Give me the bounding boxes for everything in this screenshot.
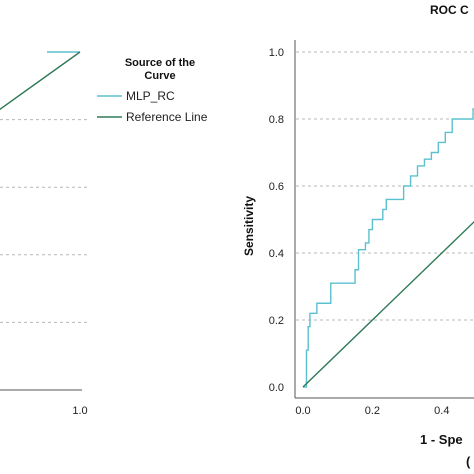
right-y-axis-label: Sensitivity (242, 196, 256, 256)
right-y-tick-label: 0.8 (269, 114, 284, 126)
legend-label-mlp-rc: MLP_RC (126, 89, 175, 103)
left-series-line-reference-line (0, 51, 81, 111)
right-chart-title: ROC C (430, 3, 469, 17)
right-y-ticks: 0.0 0.2 0.4 0.6 0.8 1.0 (269, 47, 284, 394)
right-y-tick-label: 0.6 (269, 181, 284, 193)
right-series (302, 108, 474, 388)
right-x-tick-label: 0.4 (434, 405, 449, 417)
right-x-axis-label-continuation: ( (466, 454, 471, 469)
right-x-axis-label: 1 - Spe (420, 432, 463, 447)
right-series-line-reference-line (302, 220, 474, 388)
right-gridlines (296, 51, 474, 321)
legend-title-line-1: Source of the (125, 57, 195, 69)
right-y-tick-label: 1.0 (269, 47, 284, 59)
right-x-tick-label: 0.0 (295, 405, 310, 417)
legend: Source of the Curve MLP_RC Reference Lin… (97, 57, 208, 124)
left-x-ticks: 0.81.0 (72, 405, 87, 417)
right-series-line-mlp-rc (303, 108, 474, 388)
legend-label-reference-line: Reference Line (126, 110, 208, 124)
right-y-tick-label: 0.0 (269, 382, 284, 394)
right-roc-chart: ROC C 0.0 0.2 0.4 0.6 0.8 1.0 0.0 0.2 0.4 Sensi… (242, 3, 474, 469)
right-x-ticks: 0.0 0.2 0.4 (295, 405, 449, 417)
right-x-tick-label: 0.2 (365, 405, 380, 417)
left-x-tick-label: 1.0 (72, 405, 87, 417)
left-roc-chart: 0.81.0 (0, 51, 90, 417)
right-y-tick-label: 0.2 (269, 315, 284, 327)
legend-title-line-2: Curve (144, 70, 175, 82)
left-series (0, 51, 81, 111)
right-y-tick-label: 0.4 (269, 248, 284, 260)
left-gridlines (0, 119, 90, 323)
